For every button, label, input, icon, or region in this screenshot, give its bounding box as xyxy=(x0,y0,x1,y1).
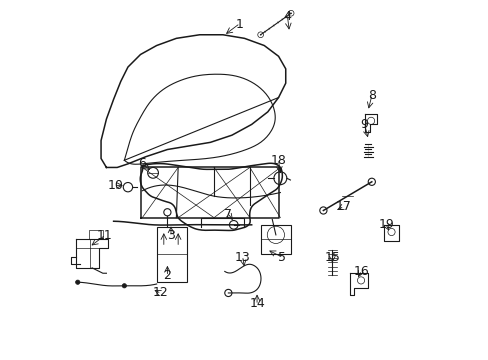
Text: 14: 14 xyxy=(249,297,264,310)
Text: 4: 4 xyxy=(283,10,291,23)
Text: 3: 3 xyxy=(167,229,175,242)
Text: 17: 17 xyxy=(334,201,350,213)
Text: 8: 8 xyxy=(367,89,375,102)
Text: 2: 2 xyxy=(163,269,171,282)
Text: 15: 15 xyxy=(324,251,340,264)
Text: 9: 9 xyxy=(360,118,368,131)
Text: 12: 12 xyxy=(152,287,168,300)
Text: 13: 13 xyxy=(234,251,250,264)
Text: 18: 18 xyxy=(270,154,286,167)
Text: 11: 11 xyxy=(97,229,112,242)
Bar xyxy=(260,225,290,253)
Text: 5: 5 xyxy=(278,251,285,264)
Text: 10: 10 xyxy=(107,179,123,192)
Circle shape xyxy=(76,280,80,284)
Text: 1: 1 xyxy=(235,18,243,31)
Text: 19: 19 xyxy=(378,218,393,231)
Text: 6: 6 xyxy=(138,157,146,170)
Text: 16: 16 xyxy=(352,265,368,278)
Circle shape xyxy=(122,284,126,288)
Text: 7: 7 xyxy=(224,208,232,221)
Bar xyxy=(156,226,187,282)
